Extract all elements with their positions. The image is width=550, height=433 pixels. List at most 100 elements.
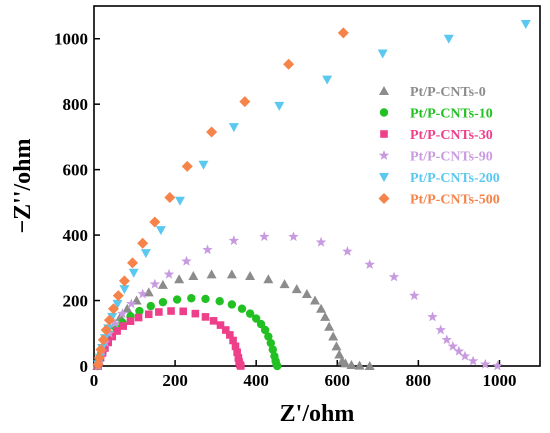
legend-marker-4 [379, 173, 389, 182]
data-point-s2-8 [119, 322, 127, 330]
data-point-s1-15 [201, 294, 210, 304]
data-point-s5-7 [112, 290, 124, 302]
data-point-s2-22 [231, 342, 240, 351]
data-point-s4-18 [520, 20, 531, 29]
data-point-s0-21 [309, 295, 320, 305]
data-point-s2-19 [221, 326, 230, 334]
data-point-s1-29 [273, 361, 282, 371]
data-points [92, 20, 531, 371]
data-point-s3-8 [137, 288, 148, 299]
data-point-s1-13 [172, 295, 182, 304]
data-point-s2-21 [229, 336, 237, 345]
y-tick-label-3: 600 [63, 161, 89, 180]
data-point-s4-7 [119, 285, 130, 295]
data-point-s2-17 [209, 317, 218, 325]
plot-frame [93, 5, 541, 367]
data-point-s3-21 [427, 311, 438, 322]
data-point-s3-25 [453, 345, 465, 356]
x-tick-label-5: 1000 [482, 371, 516, 390]
data-point-s0-18 [279, 279, 290, 289]
data-point-s2-20 [226, 331, 234, 339]
x-tick-label-2: 400 [243, 371, 269, 390]
data-point-s5-5 [103, 314, 115, 326]
data-point-s5-17 [337, 27, 349, 39]
x-axis-label: Z'/ohm [280, 401, 355, 427]
legend-marker-1 [379, 108, 389, 117]
data-point-s4-11 [174, 196, 185, 206]
data-point-s2-12 [155, 308, 163, 316]
data-point-s0-19 [291, 284, 302, 294]
data-point-s0-29 [340, 358, 351, 368]
data-point-s3-22 [435, 324, 446, 335]
data-point-s5-9 [127, 257, 139, 269]
data-point-s0-8 [122, 303, 133, 313]
data-point-s3-17 [342, 245, 353, 256]
x-tick-label-4: 800 [406, 371, 432, 390]
data-point-s2-9 [126, 317, 135, 325]
series-2 [94, 307, 245, 370]
data-point-s2-10 [134, 313, 143, 322]
data-point-s3-26 [459, 350, 471, 361]
data-point-s1-19 [245, 309, 255, 318]
data-point-s0-32 [364, 361, 375, 370]
data-point-s0-10 [143, 287, 154, 297]
data-point-s5-14 [206, 126, 218, 138]
data-point-s0-23 [320, 311, 331, 321]
series-1 [93, 294, 282, 371]
data-point-s1-21 [256, 319, 266, 329]
data-point-s4-12 [198, 160, 209, 170]
legend-label-4: Pt/P-CNTs-200 [410, 171, 500, 186]
data-point-s3-9 [149, 278, 161, 289]
data-point-s1-20 [251, 314, 261, 323]
data-point-s5-1 [93, 352, 105, 364]
y-tick-label-0: 0 [80, 357, 89, 376]
data-point-s3-19 [388, 271, 400, 282]
data-point-s0-17 [263, 274, 274, 284]
data-point-s4-13 [228, 123, 239, 133]
legend-label-5: Pt/P-CNTs-500 [410, 193, 500, 208]
data-point-s3-23 [441, 334, 452, 345]
data-point-s5-6 [107, 303, 119, 315]
data-point-s3-6 [117, 308, 128, 319]
data-point-s2-18 [216, 321, 225, 329]
data-point-s3-12 [202, 244, 213, 255]
data-point-s3-5 [109, 317, 121, 328]
data-point-s4-14 [274, 101, 285, 111]
data-point-s4-17 [443, 34, 454, 44]
data-point-s2-13 [167, 307, 175, 315]
y-tick-label-4: 800 [63, 95, 89, 114]
data-point-s5-15 [239, 96, 251, 108]
data-point-s3-7 [126, 298, 137, 309]
data-point-s0-25 [328, 331, 339, 341]
data-point-s2-27 [236, 362, 245, 370]
data-point-s4-8 [128, 268, 139, 278]
data-point-s5-8 [118, 275, 130, 287]
data-point-s1-12 [158, 297, 168, 307]
data-point-s5-2 [95, 344, 107, 356]
legend-label-3: Pt/P-CNTs-90 [410, 150, 493, 165]
data-point-s5-10 [137, 237, 149, 249]
data-point-s1-14 [187, 294, 196, 303]
data-point-s4-9 [140, 249, 151, 259]
data-point-s2-11 [144, 310, 153, 319]
data-point-s5-3 [97, 334, 109, 346]
data-point-s4-16 [377, 49, 388, 59]
x-tick-label-1: 200 [162, 371, 188, 390]
legend: Pt/P-CNTs-0 Pt/P-CNTs-10 Pt/P-CNTs-30 Pt/P-… [378, 85, 500, 208]
data-point-s3-29 [492, 360, 503, 371]
data-point-s0-15 [226, 269, 237, 279]
data-point-s2-24 [234, 354, 243, 362]
data-point-s1-17 [227, 300, 237, 309]
data-point-s0-13 [188, 271, 199, 280]
data-point-s1-24 [266, 338, 275, 348]
x-tick-label-3: 600 [325, 371, 351, 390]
data-point-s0-11 [157, 279, 168, 289]
data-point-s1-23 [264, 332, 273, 341]
legend-marker-2 [380, 130, 388, 138]
data-point-s2-4 [101, 344, 109, 352]
data-point-s3-27 [467, 355, 479, 366]
data-point-s2-7 [113, 327, 121, 335]
legend-marker-0 [379, 86, 389, 95]
series-3 [92, 231, 503, 371]
